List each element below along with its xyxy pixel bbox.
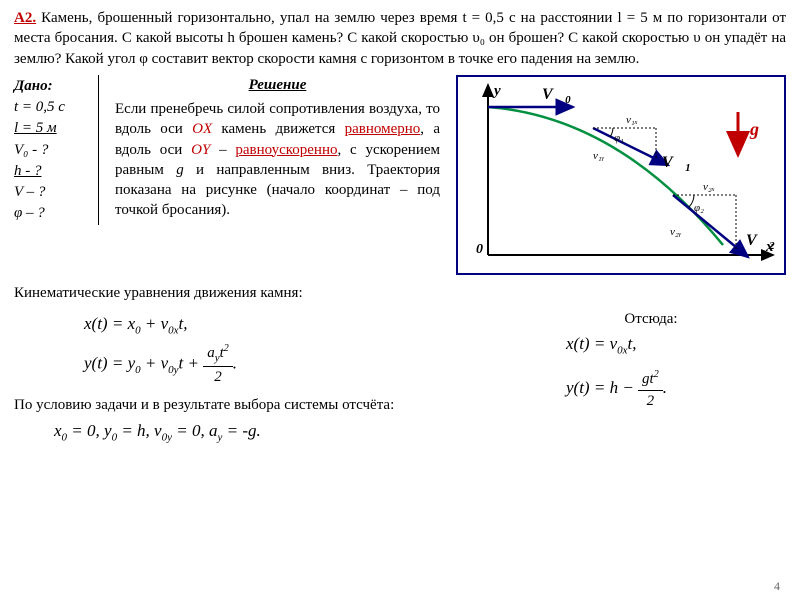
- equations-simplified: Отсюда: x(t) = v0xt, y(t) = h − gt22.: [516, 309, 786, 445]
- eq-y-simple: y(t) = h − gt22.: [566, 368, 786, 411]
- kinematics-section: Кинематические уравнения движения камня:…: [14, 283, 786, 445]
- v2x-label: v₂ₓ: [703, 181, 715, 193]
- given-t: t = 0,5 с: [14, 97, 92, 117]
- equations-row: x(t) = x0 + v0xt, y(t) = y0 + v0yt + ayt…: [14, 309, 786, 445]
- v2-vector-label: V⃗2: [746, 232, 775, 252]
- given-phi: φ – ?: [14, 203, 92, 223]
- given-v: V – ?: [14, 182, 92, 202]
- problem-body: Камень, брошенный горизонтально, упал на…: [14, 10, 786, 67]
- y-axis-label: y: [492, 83, 501, 99]
- given-h: h - ?: [14, 161, 92, 181]
- v0-vector-label: V⃗0: [542, 86, 571, 106]
- kinematics-label: Кинематические уравнения движения камня:: [14, 283, 786, 303]
- eq-x-general: x(t) = x0 + v0xt,: [84, 313, 516, 338]
- solution-column: Решение Если пренебречь силой сопротивле…: [107, 75, 448, 221]
- given-title: Дано:: [14, 76, 92, 96]
- phi1-label: φ₁: [614, 132, 624, 144]
- equations-general: x(t) = x0 + v0xt, y(t) = y0 + v0yt + ayt…: [14, 309, 516, 445]
- hence-label: Отсюда:: [516, 309, 786, 329]
- g-vector-label: g⃗: [749, 119, 773, 139]
- solution-title: Решение: [115, 75, 440, 95]
- trajectory-diagram: y x 0 V⃗0 V⃗1 v₁ₓ v₁ᵧ φ₁ V⃗2 v₂ₓ v₂ᵧ: [456, 75, 786, 275]
- eq-x-simple: x(t) = v0xt,: [566, 333, 786, 358]
- initial-conditions: x0 = 0, y0 = h, v0y = 0, ay = -g.: [54, 420, 516, 445]
- page-number: 4: [774, 578, 780, 594]
- v1y-label: v₁ᵧ: [593, 150, 605, 162]
- given-v0: V₀ - ?: [14, 140, 92, 160]
- eq-y-general: y(t) = y0 + v0yt + ayt22.: [84, 342, 516, 387]
- phi2-label: φ₂: [694, 202, 704, 214]
- v1x-label: v₁ₓ: [626, 114, 638, 126]
- solution-body: Если пренебречь силой сопротивления возд…: [115, 99, 440, 221]
- given-column: Дано: t = 0,5 с l = 5 м V₀ - ? h - ? V –…: [14, 75, 99, 225]
- v2y-label: v₂ᵧ: [670, 226, 682, 238]
- mid-section: Дано: t = 0,5 с l = 5 м V₀ - ? h - ? V –…: [14, 75, 786, 275]
- conditions-label: По условию задачи и в результате выбора …: [14, 395, 516, 415]
- given-l: l = 5 м: [14, 118, 92, 138]
- problem-label: А2.: [14, 10, 36, 26]
- v1-vector-label: V⃗1: [662, 154, 691, 174]
- problem-statement: А2. Камень, брошенный горизонтально, упа…: [14, 8, 786, 69]
- origin-label: 0: [476, 242, 483, 257]
